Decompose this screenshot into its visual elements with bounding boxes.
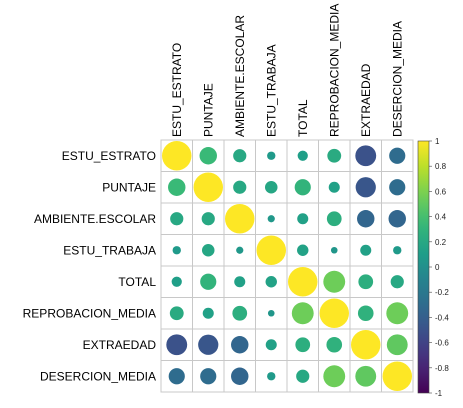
correlation-circle — [389, 179, 406, 196]
correlation-circle — [267, 215, 275, 223]
correlation-circle — [330, 246, 338, 254]
correlation-circle — [236, 246, 244, 254]
correlation-circle — [225, 204, 255, 234]
correlation-circle — [297, 150, 308, 161]
correlation-circle — [267, 309, 275, 317]
correlation-circle — [355, 177, 376, 198]
correlation-circle — [267, 372, 276, 381]
correlation-circle — [171, 276, 182, 287]
correlation-circle — [295, 337, 311, 353]
column-label: PUNTAJE — [201, 83, 215, 137]
correlation-circle — [382, 361, 412, 391]
row-label: ESTU_ESTRATO — [62, 149, 156, 163]
correlation-circle — [386, 302, 409, 325]
grid-layer — [160, 139, 414, 393]
correlation-circle — [201, 243, 215, 257]
correlation-circle — [233, 180, 247, 194]
colorbar-tick-label: 0.8 — [435, 162, 447, 171]
correlation-circle — [202, 307, 214, 319]
correlation-circle — [357, 210, 375, 228]
colorbar-tick-label: 0.4 — [435, 213, 447, 222]
row-label: DESERCION_MEDIA — [40, 369, 156, 383]
colorbar-gradient — [417, 140, 430, 394]
colorbar-tick-label: -0.6 — [435, 339, 449, 348]
correlation-circle — [168, 368, 185, 385]
correlation-circle — [199, 147, 217, 165]
correlation-circle — [357, 305, 374, 322]
colorbar-tick-label: 0.6 — [435, 187, 447, 196]
correlation-circle — [193, 172, 223, 202]
colorbar-tick-label: -1 — [435, 389, 443, 398]
column-label: EXTRAEDAD — [359, 63, 373, 137]
correlation-circle — [198, 334, 219, 355]
correlation-circle — [319, 298, 349, 328]
correlation-circle — [327, 148, 342, 163]
correlation-circle — [296, 369, 310, 383]
correlation-circle — [166, 334, 188, 356]
correlation-circle — [200, 368, 217, 385]
column-labels: ESTU_ESTRATO PUNTAJE AMBIENTE.ESCOLAR ESTU_… — [170, 4, 405, 137]
colorbar-tick-label: -0.2 — [435, 288, 449, 297]
colorbar: 1 0.8 0.6 0.4 0.2 0 -0.2 -0.4 -0.6 -0.8 -1 — [417, 137, 449, 398]
row-label: AMBIENTE.ESCOLAR — [34, 212, 156, 226]
correlation-circle — [291, 302, 314, 325]
row-label: ESTU_TRABAJA — [63, 243, 156, 257]
row-label: TOTAL — [118, 275, 156, 289]
correlation-circle — [162, 141, 192, 171]
correlation-circle — [386, 334, 408, 356]
column-label: ESTU_TRABAJA — [264, 44, 278, 137]
colorbar-tick-label: 0 — [435, 263, 440, 272]
correlation-circle — [170, 212, 184, 226]
correlation-circle — [294, 179, 311, 196]
correlation-circle — [326, 211, 342, 227]
colorbar-tick-label: -0.4 — [435, 313, 449, 322]
correlation-circle — [389, 147, 406, 164]
column-label: REPROBACION_MEDIA — [327, 4, 341, 137]
colorbar-tick-label: 0.2 — [435, 238, 447, 247]
correlation-circle — [172, 246, 181, 255]
correlation-circle — [231, 367, 249, 385]
correlation-circle — [360, 244, 372, 256]
row-label: PUNTAJE — [102, 180, 156, 194]
correlation-circle — [358, 274, 374, 290]
correlation-circle — [323, 365, 346, 388]
correlation-circle — [297, 244, 309, 256]
correlation-circle — [265, 339, 277, 351]
correlation-circle — [326, 336, 343, 353]
row-label: REPROBACION_MEDIA — [23, 306, 156, 320]
circle-layer — [162, 141, 412, 391]
correlation-circle — [265, 276, 277, 288]
correlation-circle — [328, 181, 340, 193]
column-label: TOTAL — [296, 99, 310, 137]
row-label: EXTRAEDAD — [83, 338, 157, 352]
correlation-circle — [388, 210, 406, 228]
correlation-circle — [169, 306, 184, 321]
correlation-circle — [232, 305, 248, 321]
correlation-circle — [393, 246, 402, 255]
correlation-circle — [256, 235, 286, 265]
colorbar-tick-label: 1 — [435, 137, 440, 146]
column-label: AMBIENTE.ESCOLAR — [233, 15, 247, 137]
correlation-circle — [234, 276, 246, 288]
correlation-circle — [297, 213, 309, 225]
correlation-circle — [351, 330, 381, 360]
correlation-circle — [355, 145, 377, 167]
correlation-circle — [355, 365, 377, 387]
correlation-circle — [323, 270, 346, 293]
correlation-circle — [288, 267, 318, 297]
correlation-circle — [201, 212, 215, 226]
correlation-circle — [267, 151, 276, 160]
correlation-circle — [168, 178, 186, 196]
column-label: DESERCION_MEDIA — [390, 21, 404, 137]
correlation-circle — [264, 180, 278, 194]
row-labels: ESTU_ESTRATO PUNTAJE AMBIENTE.ESCOLAR ESTU_… — [23, 149, 157, 384]
colorbar-tick-label: -0.8 — [435, 364, 449, 373]
correlation-circle — [200, 273, 217, 290]
correlation-circle — [390, 275, 404, 289]
column-label: ESTU_ESTRATO — [170, 43, 184, 137]
correlation-circle — [233, 149, 247, 163]
correlation-circle — [231, 336, 249, 354]
